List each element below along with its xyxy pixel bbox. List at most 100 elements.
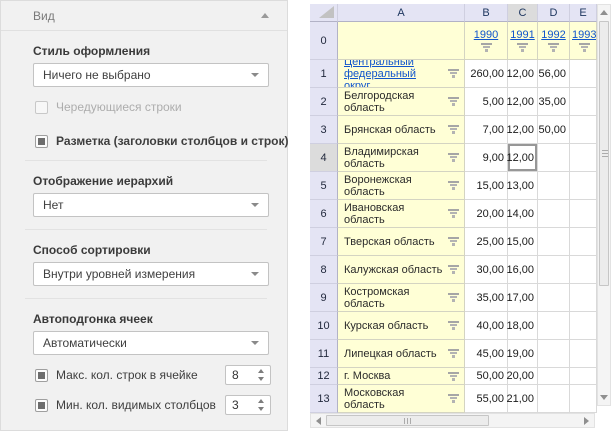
cell-d13[interactable] (538, 385, 570, 413)
filter-icon[interactable] (448, 237, 459, 246)
cell-e10[interactable] (570, 312, 597, 340)
year-link[interactable]: 1991 (510, 29, 535, 41)
cell-d12[interactable] (538, 368, 570, 385)
year-link[interactable]: 1992 (541, 29, 566, 41)
column-header-d[interactable]: D (538, 4, 570, 22)
cell-c2[interactable]: 12,00 (506, 88, 538, 116)
filter-icon[interactable] (448, 394, 459, 403)
cell-e11[interactable] (570, 340, 597, 368)
cell-b1[interactable]: 260,00 (465, 60, 508, 88)
cell-e7[interactable] (570, 228, 597, 256)
cell-d7[interactable] (538, 228, 570, 256)
cell-c11[interactable]: 19,00 (506, 340, 538, 368)
region-cell[interactable]: Костромская область (338, 284, 465, 312)
cell-b4[interactable]: 9,00 (465, 144, 508, 172)
year-cell-1992[interactable]: 1992 (538, 22, 570, 60)
row-header-8[interactable]: 8 (310, 256, 338, 284)
row-header-9[interactable]: 9 (310, 284, 338, 312)
min-cols-value[interactable]: 3 (232, 398, 239, 412)
horizontal-scrollbar[interactable] (310, 413, 595, 428)
cell-d3[interactable]: 50,00 (538, 116, 570, 144)
row-header-1[interactable]: 1 (310, 60, 338, 88)
sorting-dropdown[interactable]: Внутри уровней измерения (33, 262, 269, 286)
filter-icon[interactable] (579, 43, 590, 52)
filter-icon[interactable] (448, 125, 459, 134)
cell-e4[interactable] (570, 144, 597, 172)
cell-c12[interactable]: 20,00 (506, 368, 538, 385)
cell-b8[interactable]: 30,00 (465, 256, 508, 284)
row-header-2[interactable]: 2 (310, 88, 338, 116)
cell-d8[interactable] (538, 256, 570, 284)
row-header-10[interactable]: 10 (310, 312, 338, 340)
cell-c9[interactable]: 17,00 (506, 284, 538, 312)
cell-b12[interactable]: 50,00 (465, 368, 508, 385)
alternating-rows-checkbox[interactable] (35, 100, 48, 114)
scroll-left-button[interactable] (312, 414, 325, 427)
filter-icon[interactable] (517, 43, 528, 52)
collapse-panel-icon[interactable] (261, 13, 269, 18)
filter-icon[interactable] (448, 265, 459, 274)
stepper-up-icon[interactable] (258, 399, 264, 403)
cell-b7[interactable]: 25,00 (465, 228, 508, 256)
filter-icon[interactable] (448, 181, 459, 190)
filter-icon[interactable] (448, 293, 459, 302)
row-header-4[interactable]: 4 (310, 144, 338, 172)
panel-header[interactable]: Вид (1, 1, 287, 31)
region-cell[interactable]: Калужская область (338, 256, 465, 284)
cell-e8[interactable] (570, 256, 597, 284)
cell-b9[interactable]: 35,00 (465, 284, 508, 312)
cell-b13[interactable]: 55,00 (465, 385, 508, 413)
region-cell[interactable]: Владимирская область (338, 144, 465, 172)
min-cols-stepper[interactable]: 3 (225, 395, 271, 415)
region-cell[interactable]: Московская область (338, 385, 465, 413)
stepper-down-icon[interactable] (258, 377, 264, 381)
hierarchy-dropdown[interactable]: Нет (33, 193, 269, 217)
column-header-a[interactable]: A (338, 4, 465, 22)
cell-d4[interactable] (538, 144, 570, 172)
cell-e13[interactable] (570, 385, 597, 413)
cell-c4[interactable]: 12,00 (506, 144, 538, 172)
stepper-up-icon[interactable] (258, 369, 264, 373)
filter-icon[interactable] (448, 209, 459, 218)
scroll-up-button[interactable] (598, 6, 610, 19)
column-header-b[interactable]: B (465, 4, 508, 22)
cell-e3[interactable] (570, 116, 597, 144)
cell-e2[interactable] (570, 88, 597, 116)
filter-icon[interactable] (448, 349, 459, 358)
filter-icon[interactable] (448, 321, 459, 330)
year-link[interactable]: 1990 (473, 29, 499, 41)
stepper-down-icon[interactable] (258, 407, 264, 411)
cell-e1[interactable] (570, 60, 597, 88)
cell-c8[interactable]: 16,00 (506, 256, 538, 284)
filter-icon[interactable] (548, 43, 559, 52)
row-header-3[interactable]: 3 (310, 116, 338, 144)
row-header-12[interactable]: 12 (310, 368, 338, 385)
cell-b11[interactable]: 45,00 (465, 340, 508, 368)
year-link[interactable]: 1993 (572, 29, 597, 41)
region-cell[interactable]: Ивановская область (338, 200, 465, 228)
cell-c6[interactable]: 14,00 (506, 200, 538, 228)
cell-c7[interactable]: 15,00 (506, 228, 538, 256)
cell-e5[interactable] (570, 172, 597, 200)
vertical-scrollbar-thumb[interactable] (599, 21, 609, 286)
region-cell[interactable]: Липецкая область (338, 340, 465, 368)
cell-a0[interactable] (338, 22, 465, 60)
max-rows-stepper[interactable]: 8 (225, 365, 271, 385)
cell-b3[interactable]: 7,00 (465, 116, 508, 144)
cell-c5[interactable]: 13,00 (506, 172, 538, 200)
cell-d10[interactable] (538, 312, 570, 340)
column-header-e[interactable]: E (570, 4, 597, 22)
filter-icon[interactable] (448, 153, 459, 162)
cell-e6[interactable] (570, 200, 597, 228)
filter-icon[interactable] (480, 43, 492, 52)
cell-d2[interactable]: 35,00 (538, 88, 570, 116)
cell-d5[interactable] (538, 172, 570, 200)
cell-b2[interactable]: 5,00 (465, 88, 508, 116)
vertical-scrollbar[interactable] (597, 4, 611, 406)
region-cell[interactable]: Белгородская область (338, 88, 465, 116)
filter-icon[interactable] (448, 69, 459, 78)
row-header-7[interactable]: 7 (310, 228, 338, 256)
filter-icon[interactable] (448, 371, 459, 381)
row-header-0[interactable]: 0 (310, 22, 338, 60)
cell-d11[interactable] (538, 340, 570, 368)
